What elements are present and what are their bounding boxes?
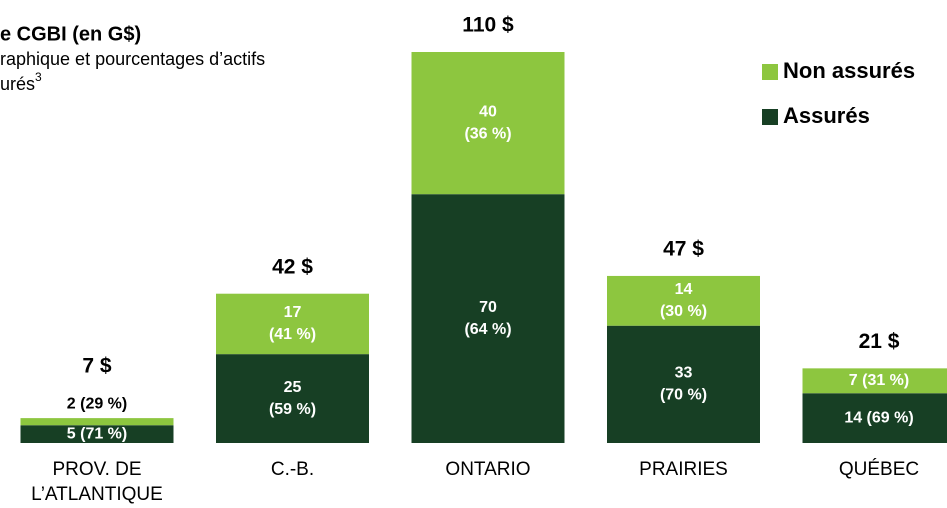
bar-segment <box>20 418 174 426</box>
value-label: (36 %) <box>464 125 511 142</box>
bar-segment <box>411 194 565 443</box>
bar-segment <box>802 393 947 443</box>
value-label: 14 (69 %) <box>844 409 913 426</box>
x-tick-label: PROV. DE <box>52 459 141 480</box>
bar-segment <box>607 275 760 326</box>
x-tick-label: QUÉBEC <box>839 459 919 480</box>
bar-segment <box>802 368 947 394</box>
total-label: 7 $ <box>82 355 112 378</box>
bar-segment <box>411 52 565 195</box>
value-label: (30 %) <box>660 303 707 320</box>
bar-segment <box>216 354 369 443</box>
legend-swatch <box>762 64 778 80</box>
x-tick-label: L’ATLANTIQUE <box>31 484 163 505</box>
x-tick-label: ONTARIO <box>445 459 530 480</box>
chart-subtitle: urés3 <box>0 70 42 94</box>
total-label: 21 $ <box>859 330 900 353</box>
x-tick-label: C.-B. <box>271 459 314 480</box>
value-label: 5 (71 %) <box>67 425 127 442</box>
chart-title: e CGBI (en G$) <box>0 23 141 45</box>
bar-segment <box>216 293 369 355</box>
subtitle-text: urés <box>0 74 35 94</box>
footnote-marker: 3 <box>35 70 42 84</box>
chart-subtitle: raphique et pourcentages d’actifs <box>0 49 265 69</box>
value-label: (41 %) <box>269 326 316 343</box>
value-label: 25 <box>284 379 302 396</box>
bar-segment <box>20 425 174 443</box>
value-label: 7 (31 %) <box>849 372 909 389</box>
x-tick-label: PRAIRIES <box>639 459 728 480</box>
value-label: (64 %) <box>464 321 511 338</box>
total-label: 47 $ <box>663 237 704 260</box>
value-label: 14 <box>675 281 693 298</box>
legend-label: Assurés <box>783 103 870 128</box>
legend-label: Non assurés <box>783 58 915 83</box>
value-label: 70 <box>479 299 497 316</box>
value-label: 40 <box>479 103 497 120</box>
value-label: 17 <box>284 304 302 321</box>
total-label: 42 $ <box>272 255 313 278</box>
value-label: (70 %) <box>660 387 707 404</box>
value-label: (59 %) <box>269 401 316 418</box>
total-label: 110 $ <box>462 14 514 37</box>
bar-segment <box>607 325 760 443</box>
value-label: 33 <box>675 365 693 382</box>
value-label: 2 (29 %) <box>67 395 127 412</box>
legend-swatch <box>762 109 778 125</box>
